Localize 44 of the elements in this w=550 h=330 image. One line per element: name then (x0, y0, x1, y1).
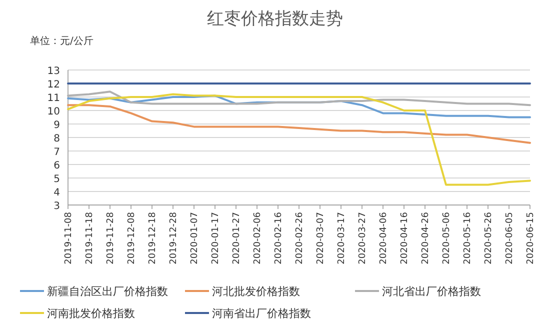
y-tick-label: 6 (54, 160, 60, 172)
x-tick-label: 2019-11-08 (64, 212, 74, 264)
x-tick-label: 2019-12-18 (148, 212, 158, 264)
x-tick-label: 2020-02-16 (274, 212, 284, 264)
y-tick-label: 10 (47, 106, 60, 118)
chart-title: 红枣价格指数走势 (207, 9, 343, 29)
y-tick-label: 12 (47, 80, 60, 90)
y-tick-label: 4 (54, 188, 60, 198)
y-tick-label: 7 (54, 147, 60, 158)
legend-label: 河南批发价格指数 (47, 307, 135, 320)
x-tick-label: 2020-03-07 (316, 212, 326, 264)
x-tick-label: 2020-05-06 (442, 212, 452, 264)
x-tick-label: 2019-11-28 (106, 212, 116, 264)
line-series (67, 90, 531, 106)
y-tick-label: 3 (54, 201, 60, 212)
x-tick-label: 2019-11-18 (85, 212, 95, 264)
legend-label: 河北省出厂价格指数 (382, 285, 481, 298)
x-tick-label: 2020-02-06 (253, 212, 263, 264)
x-tick-label: 2020-05-26 (484, 212, 494, 264)
line-series (67, 93, 531, 186)
legend-label: 河南省出厂价格指数 (212, 307, 311, 320)
y-tick-label: 9 (54, 120, 60, 131)
x-tick-label: 2020-04-26 (421, 212, 431, 264)
x-tick-label: 2020-01-27 (232, 212, 242, 264)
x-tick-label: 2019-12-08 (127, 212, 137, 264)
legend-label: 河北批发价格指数 (212, 285, 300, 298)
y-tick-label: 13 (47, 66, 60, 77)
x-tick-label: 2020-03-27 (358, 212, 368, 264)
x-tick-label: 2020-05-16 (463, 212, 473, 264)
x-tick-label: 2020-02-26 (295, 212, 305, 264)
legend-label: 新疆自治区出厂价格指数 (47, 285, 168, 298)
x-tick-label: 2020-04-16 (400, 212, 410, 264)
x-tick-label: 2020-06-15 (526, 212, 536, 264)
x-tick-label: 2020-04-06 (379, 212, 389, 264)
y-tick-label: 8 (54, 134, 60, 144)
x-tick-label: 2020-03-17 (337, 212, 347, 264)
x-tick-label: 2020-06-05 (505, 212, 515, 264)
y-tick-label: 5 (54, 174, 60, 185)
line-series (67, 104, 531, 144)
x-tick-label: 2020-01-07 (190, 212, 200, 264)
x-tick-label: 2019-12-28 (169, 212, 179, 264)
text: 单位：元/公斤 (30, 35, 94, 47)
y-tick-label: 11 (47, 93, 60, 104)
x-tick-label: 2020-01-17 (211, 212, 221, 264)
